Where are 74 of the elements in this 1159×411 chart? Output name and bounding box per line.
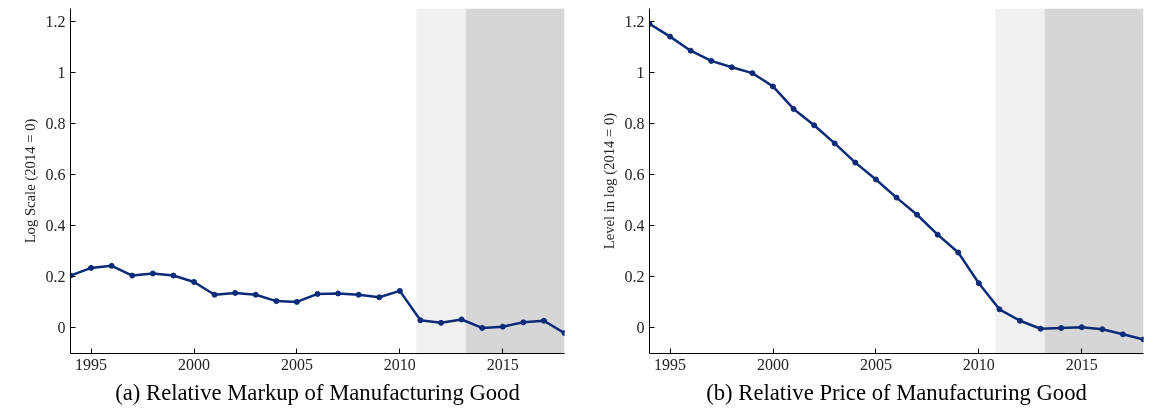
point xyxy=(708,57,715,64)
y-tick-label: 0.8 xyxy=(624,115,645,132)
point xyxy=(811,122,818,129)
y-tick-label: 0.2 xyxy=(45,268,66,286)
point xyxy=(499,323,506,330)
point xyxy=(438,319,444,326)
point xyxy=(191,278,197,285)
y-tick-label: 1 xyxy=(57,63,66,81)
point xyxy=(1078,324,1085,331)
point xyxy=(252,291,259,298)
x-tick-label: 2000 xyxy=(178,355,210,373)
point xyxy=(355,291,362,298)
point xyxy=(1058,324,1065,331)
x-tick-label: 2005 xyxy=(280,355,313,373)
y-tick-label: 0.4 xyxy=(624,217,645,235)
point xyxy=(934,231,941,238)
text: (a) Relative Markup of Manufacturing Good xyxy=(115,379,521,405)
point xyxy=(149,270,156,277)
point xyxy=(914,211,921,218)
point xyxy=(955,249,962,256)
x-tick-label: 1995 xyxy=(75,355,108,373)
y-tick-label: 0.8 xyxy=(45,115,66,132)
point xyxy=(1119,331,1126,338)
point xyxy=(852,159,859,166)
y-tick-label: 0.6 xyxy=(624,166,645,184)
point xyxy=(831,140,838,147)
x-tick-label: 2000 xyxy=(757,355,789,373)
point xyxy=(687,47,694,54)
text: (b) Relative Price of Manufacturing Good xyxy=(706,379,1088,405)
point xyxy=(749,70,756,77)
y-tick-label: 0 xyxy=(636,319,645,337)
y-tick-label: 1.2 xyxy=(45,12,66,30)
point xyxy=(458,316,465,323)
x-tick-label: 2015 xyxy=(486,355,519,373)
x-tick-label: 1995 xyxy=(654,355,687,373)
y-tick-label: 0.2 xyxy=(624,268,645,286)
point xyxy=(790,105,797,112)
point xyxy=(872,176,879,183)
point xyxy=(975,280,982,287)
point xyxy=(293,298,300,305)
x-tick-label: 2005 xyxy=(859,355,892,373)
y-tick-label: 1 xyxy=(636,63,645,81)
point xyxy=(1099,326,1106,333)
y-tick-label: 0.6 xyxy=(45,166,66,184)
point xyxy=(417,317,424,324)
point xyxy=(540,317,547,324)
y-axis-title: Level in log (2014 = 0) xyxy=(600,112,618,250)
point xyxy=(232,289,239,296)
y-tick-label: 1.2 xyxy=(624,12,645,30)
point xyxy=(479,324,486,331)
point xyxy=(129,272,136,279)
point xyxy=(667,33,674,40)
point xyxy=(314,290,321,297)
point xyxy=(170,272,177,279)
point xyxy=(728,64,735,71)
point xyxy=(996,306,1003,313)
point xyxy=(770,83,776,90)
y-tick-label: 0.4 xyxy=(45,217,66,235)
point xyxy=(273,298,280,305)
point xyxy=(88,264,95,271)
point xyxy=(211,291,218,298)
x-tick-label: 2010 xyxy=(962,355,995,373)
point xyxy=(893,194,900,201)
point xyxy=(376,294,383,301)
point xyxy=(1037,325,1044,332)
x-tick-label: 2015 xyxy=(1065,355,1098,373)
y-axis-title: Log Scale (2014 = 0) xyxy=(21,118,39,244)
x-tick-label: 2010 xyxy=(383,355,416,373)
point xyxy=(1017,317,1023,324)
point xyxy=(396,287,403,294)
point xyxy=(108,262,115,269)
point xyxy=(335,290,342,297)
y-tick-label: 0 xyxy=(57,319,66,337)
point xyxy=(520,319,527,326)
